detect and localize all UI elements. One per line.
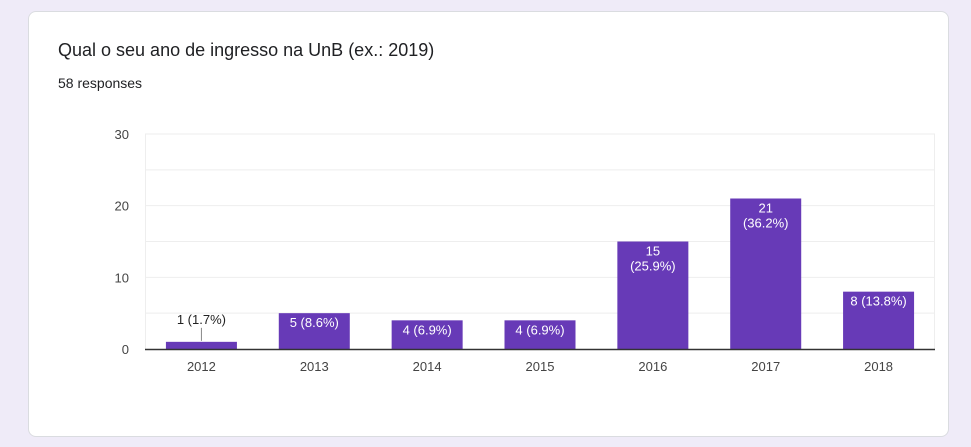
x-tick-label: 2013: [300, 359, 329, 374]
bar: [504, 320, 576, 349]
y-tick-label: 10: [115, 270, 129, 285]
y-tick-label: 30: [115, 127, 129, 142]
bar-data-label: (36.2%): [743, 216, 789, 231]
bar: [617, 241, 689, 349]
bar: [843, 291, 915, 349]
bar-data-label: 5 (8.6%): [290, 315, 339, 330]
bar: [730, 198, 802, 349]
question-title: Qual o seu ano de ingresso na UnB (ex.: …: [58, 40, 435, 60]
x-tick-label: 2018: [864, 359, 893, 374]
bar-data-label: 21: [758, 201, 772, 216]
x-tick-label: 2012: [187, 359, 216, 374]
x-tick-label: 2016: [638, 359, 667, 374]
y-tick-label: 0: [122, 342, 129, 357]
bar: [391, 320, 463, 349]
bar: [165, 341, 237, 349]
x-tick-label: 2014: [413, 359, 442, 374]
bar-data-label: 4 (6.9%): [403, 322, 452, 337]
bar-chart: 0 10 20 30 2012 1 (1.7%) 2013 5 (8.6%) 2014 4 (6.…: [115, 127, 935, 374]
bar-data-label: 1 (1.7%): [177, 312, 226, 327]
question-card: Qual o seu ano de ingresso na UnB (ex.: …: [28, 11, 949, 437]
bar-data-label: 15: [646, 244, 660, 259]
bar-data-label: 8 (13.8%): [850, 294, 906, 309]
bar-data-label: (25.9%): [630, 259, 676, 274]
bar: [278, 313, 350, 349]
bar-data-label: 4 (6.9%): [515, 322, 564, 337]
y-tick-label: 20: [115, 199, 129, 214]
x-tick-label: 2015: [526, 359, 555, 374]
x-tick-label: 2017: [751, 359, 780, 374]
response-count: 58 responses: [58, 75, 143, 91]
